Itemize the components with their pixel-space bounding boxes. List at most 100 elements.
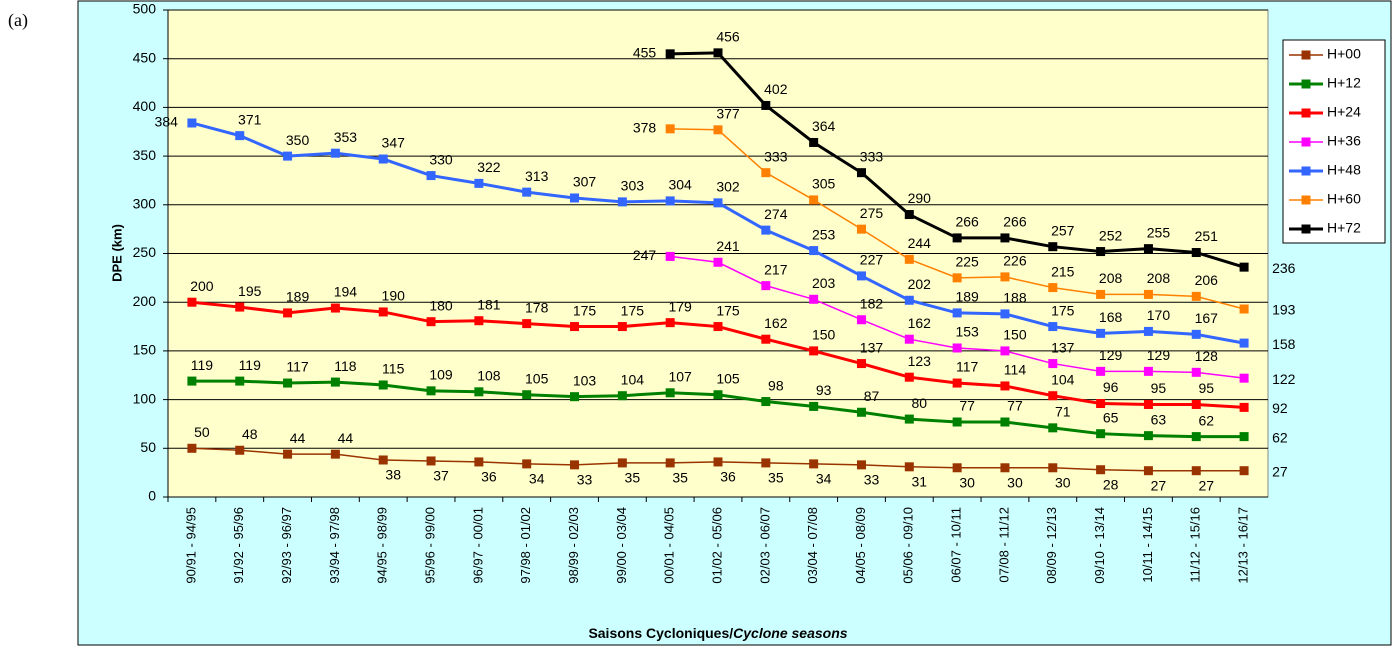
marker <box>378 307 388 317</box>
data-label: 153 <box>955 324 979 340</box>
x-tick-label: 02/03 - 06/07 <box>757 507 772 584</box>
marker <box>522 187 532 197</box>
marker <box>904 462 914 472</box>
marker <box>1096 366 1106 376</box>
marker <box>713 390 723 400</box>
data-label: 104 <box>1051 371 1075 387</box>
data-label: 71 <box>1055 404 1071 420</box>
marker <box>1000 381 1010 391</box>
marker <box>1239 373 1249 383</box>
data-label: 364 <box>812 118 836 134</box>
marker <box>522 319 532 329</box>
marker <box>1000 309 1010 319</box>
marker <box>809 401 819 411</box>
marker <box>713 322 723 332</box>
x-tick-label: 05/06 - 09/10 <box>901 507 916 584</box>
x-tick-label: 11/12 - 15/16 <box>1188 507 1203 583</box>
data-label: 93 <box>816 382 832 398</box>
data-label: 208 <box>1147 270 1171 286</box>
marker <box>1000 463 1010 473</box>
data-label: 302 <box>716 179 740 195</box>
x-tick-label: 10/11 - 14/15 <box>1140 507 1155 583</box>
marker <box>1191 432 1201 442</box>
data-label: 353 <box>334 129 358 145</box>
marker <box>761 281 771 291</box>
marker <box>1048 322 1058 332</box>
data-label: 80 <box>912 395 928 411</box>
legend-label: H+24 <box>1327 104 1361 120</box>
data-label: 456 <box>716 29 740 45</box>
legend-marker <box>1301 137 1311 147</box>
marker <box>570 460 580 470</box>
marker <box>1239 338 1249 348</box>
x-tick-label: 94/95 - 98/99 <box>375 507 390 584</box>
marker <box>1191 367 1201 377</box>
data-label: 119 <box>191 357 214 373</box>
marker <box>1096 289 1106 299</box>
data-label: 304 <box>668 177 692 193</box>
marker <box>426 171 436 181</box>
marker <box>665 196 675 206</box>
data-label: 241 <box>716 238 740 254</box>
data-label: 33 <box>864 472 880 488</box>
marker <box>235 302 245 312</box>
data-label: 200 <box>190 278 214 294</box>
y-axis-label: DPE (km) <box>109 224 124 282</box>
marker <box>713 257 723 267</box>
marker <box>761 458 771 468</box>
data-label: 31 <box>912 474 928 490</box>
data-label: 150 <box>812 327 836 343</box>
marker <box>1000 346 1010 356</box>
marker <box>378 455 388 465</box>
y-tick-label: 150 <box>133 342 157 358</box>
marker <box>1239 304 1249 314</box>
marker <box>1000 233 1010 243</box>
data-label: 36 <box>481 469 497 485</box>
marker <box>952 308 962 318</box>
data-label: 194 <box>334 284 358 300</box>
marker <box>235 131 245 141</box>
marker <box>187 376 197 386</box>
marker <box>378 380 388 390</box>
marker <box>904 295 914 305</box>
x-tick-label: 93/94 - 97/98 <box>327 507 342 584</box>
marker <box>809 346 819 356</box>
marker <box>330 377 340 387</box>
data-label: 253 <box>812 226 836 242</box>
y-tick-label: 0 <box>148 488 156 504</box>
data-label: 27 <box>1198 477 1214 493</box>
data-label: 378 <box>633 120 657 136</box>
marker <box>952 343 962 353</box>
data-label: 128 <box>1195 348 1219 364</box>
x-tick-label: 97/98 - 01/02 <box>518 507 533 584</box>
data-label: 123 <box>908 353 932 369</box>
marker <box>1096 328 1106 338</box>
marker <box>330 148 340 158</box>
legend-marker <box>1301 108 1311 118</box>
x-tick-label: 06/07 - 10/11 <box>949 507 964 583</box>
marker <box>904 254 914 264</box>
marker <box>665 49 675 59</box>
data-label: 33 <box>577 472 593 488</box>
data-label: 236 <box>1272 260 1296 276</box>
data-label: 35 <box>625 470 641 486</box>
data-label: 115 <box>382 361 405 377</box>
x-tick-label: 99/00 - 03/04 <box>614 507 629 584</box>
data-label: 63 <box>1151 411 1167 427</box>
data-label: 350 <box>286 132 310 148</box>
data-label: 175 <box>1051 302 1075 318</box>
data-label: 252 <box>1099 227 1123 243</box>
x-axis-label: Saisons Cycloniques/Cyclone seasons <box>588 625 847 641</box>
x-tick-label: 95/96 - 99/00 <box>422 507 437 584</box>
marker <box>856 315 866 325</box>
data-label: 117 <box>286 359 309 375</box>
legend-label: H+72 <box>1327 220 1361 236</box>
marker <box>761 168 771 178</box>
data-label: 34 <box>529 471 545 487</box>
data-label: 167 <box>1195 310 1219 326</box>
data-label: 175 <box>573 302 597 318</box>
marker <box>617 391 627 401</box>
marker <box>378 154 388 164</box>
data-label: 77 <box>959 398 975 414</box>
